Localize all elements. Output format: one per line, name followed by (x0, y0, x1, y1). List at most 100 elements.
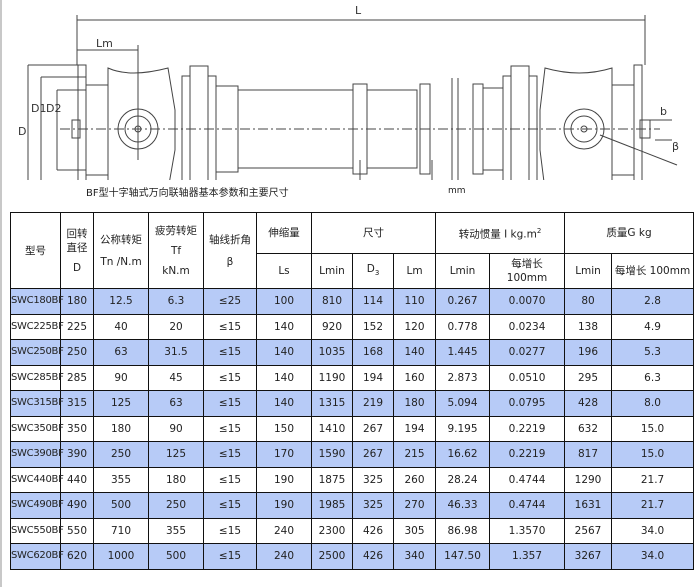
header-text: 直径 (66, 241, 88, 254)
table-cell: 140 (256, 364, 312, 391)
table-cell: 550 (60, 517, 94, 544)
table-cell: 340 (392, 543, 437, 570)
table-cell: 2.873 (435, 364, 491, 391)
table-cell: 1.3570 (489, 517, 566, 544)
header-mass-lmin: Lmin (564, 253, 613, 289)
table-cell: 28.24 (435, 466, 491, 493)
table-cell: 0.267 (435, 288, 491, 315)
table-cell: 0.0277 (489, 339, 566, 366)
table-cell: 4.9 (611, 313, 695, 340)
table-row: SWC620BF 620 1000 500 ≤15 240 2500 426 340 147.50… (10, 543, 695, 570)
table-cell: 0.0234 (489, 313, 566, 340)
table-cell: 138 (564, 313, 613, 340)
table-cell: 1590 (311, 441, 353, 468)
table-cell: 325 (352, 466, 394, 493)
header-text: Tf (170, 244, 182, 257)
header-size-lmin: Lmin (311, 253, 353, 289)
table-cell: 140 (256, 313, 312, 340)
dim-label-b: b (660, 105, 667, 118)
table-cell: 20 (148, 313, 204, 340)
table-cell: ≤15 (203, 364, 257, 391)
table-cell: ≤15 (203, 390, 257, 417)
table-cell: 219 (352, 390, 394, 417)
table-cell: 114 (352, 288, 394, 315)
table-cell: 168 (352, 339, 394, 366)
header-text: β (226, 255, 234, 268)
table-cell: 63 (93, 339, 149, 366)
table-cell: 285 (60, 364, 94, 391)
table-cell: 270 (392, 492, 437, 519)
header-text: kN.m (162, 264, 190, 277)
table-cell: 0.0795 (489, 390, 566, 417)
table-cell: 190 (256, 466, 312, 493)
model-cell: SWC440BF (10, 466, 64, 493)
table-cell: 0.4744 (489, 466, 566, 493)
table-cell: 3267 (564, 543, 613, 570)
table-cell: 1985 (311, 492, 353, 519)
header-mass-per100: 每增长 100mm (611, 253, 695, 289)
table-cell: 6.3 (148, 288, 204, 315)
table-row: SWC390BF 390 250 125 ≤15 170 1590 267 215 16.62 0.… (10, 441, 695, 468)
header-sub: 3 (374, 269, 380, 278)
page-border (0, 0, 2, 587)
table-cell: 1631 (564, 492, 613, 519)
table-cell: 1035 (311, 339, 353, 366)
model-cell: SWC390BF (10, 441, 64, 468)
table-cell: ≤15 (203, 492, 257, 519)
table-cell: 12.5 (93, 288, 149, 315)
table-cell: 1875 (311, 466, 353, 493)
table-cell: 500 (148, 543, 204, 570)
header-text: 轴线折角 (209, 233, 251, 246)
header-mass: 质量G kg (564, 212, 695, 254)
table-cell: ≤15 (203, 339, 257, 366)
table-cell: 5.094 (435, 390, 491, 417)
header-inertia: 转动惯量 I kg.m2 (435, 212, 566, 254)
table-cell: 40 (93, 313, 149, 340)
table-cell: 180 (148, 466, 204, 493)
table-cell: 920 (311, 313, 353, 340)
table-cell: 817 (564, 441, 613, 468)
table-cell: 160 (392, 364, 437, 391)
table-cell: 315 (60, 390, 94, 417)
table-cell: 170 (256, 441, 312, 468)
table-cell: 2.8 (611, 288, 695, 315)
table-cell: 180 (60, 288, 94, 315)
table-row: SWC285BF 285 90 45 ≤15 140 1190 194 160 2.873 0.05… (10, 364, 695, 391)
table-cell: 34.0 (611, 517, 695, 544)
table-cell: 325 (352, 492, 394, 519)
table-cell: 428 (564, 390, 613, 417)
table-cell: ≤15 (203, 313, 257, 340)
table-caption: BF型十字轴式万向联轴器基本参数和主要尺寸 (86, 188, 289, 199)
table-row: SWC490BF 490 500 250 ≤15 190 1985 325 270 46.33 0.… (10, 492, 695, 519)
header-diameter: 回转 直径 D (60, 212, 94, 289)
table-cell: 295 (564, 364, 613, 391)
table-cell: 5.3 (611, 339, 695, 366)
header-text: D (72, 261, 82, 274)
table-cell: 620 (60, 543, 94, 570)
table-cell: ≤15 (203, 543, 257, 570)
table-cell: 125 (148, 441, 204, 468)
table-cell: 440 (60, 466, 94, 493)
table-cell: 90 (93, 364, 149, 391)
header-fatigue-torque: 疲劳转矩 Tf kN.m (148, 212, 204, 289)
table-cell: 194 (352, 364, 394, 391)
table-cell: 355 (148, 517, 204, 544)
table-cell: 150 (256, 415, 312, 442)
table-cell: 16.62 (435, 441, 491, 468)
table-cell: 63 (148, 390, 204, 417)
header-text: Tn /N.m (100, 255, 142, 268)
table-cell: 0.4744 (489, 492, 566, 519)
table-cell: 1315 (311, 390, 353, 417)
table-cell: 180 (392, 390, 437, 417)
dim-label-D: D (18, 125, 26, 138)
coupling-technical-drawing: L Lm D D1 D2 t k Ls D3 b β g (18, 4, 679, 180)
table-cell: 147.50 (435, 543, 491, 570)
table-cell: 86.98 (435, 517, 491, 544)
table-cell: 90 (148, 415, 204, 442)
table-cell: 140 (392, 339, 437, 366)
model-cell: SWC225BF (10, 313, 64, 340)
header-text: 疲劳转矩 (155, 224, 197, 237)
table-cell: 267 (352, 441, 394, 468)
table-row: SWC550BF 550 710 355 ≤15 240 2300 426 305 86.98 1.… (10, 517, 695, 544)
header-inertia-per100: 每增长 100mm (489, 253, 566, 289)
